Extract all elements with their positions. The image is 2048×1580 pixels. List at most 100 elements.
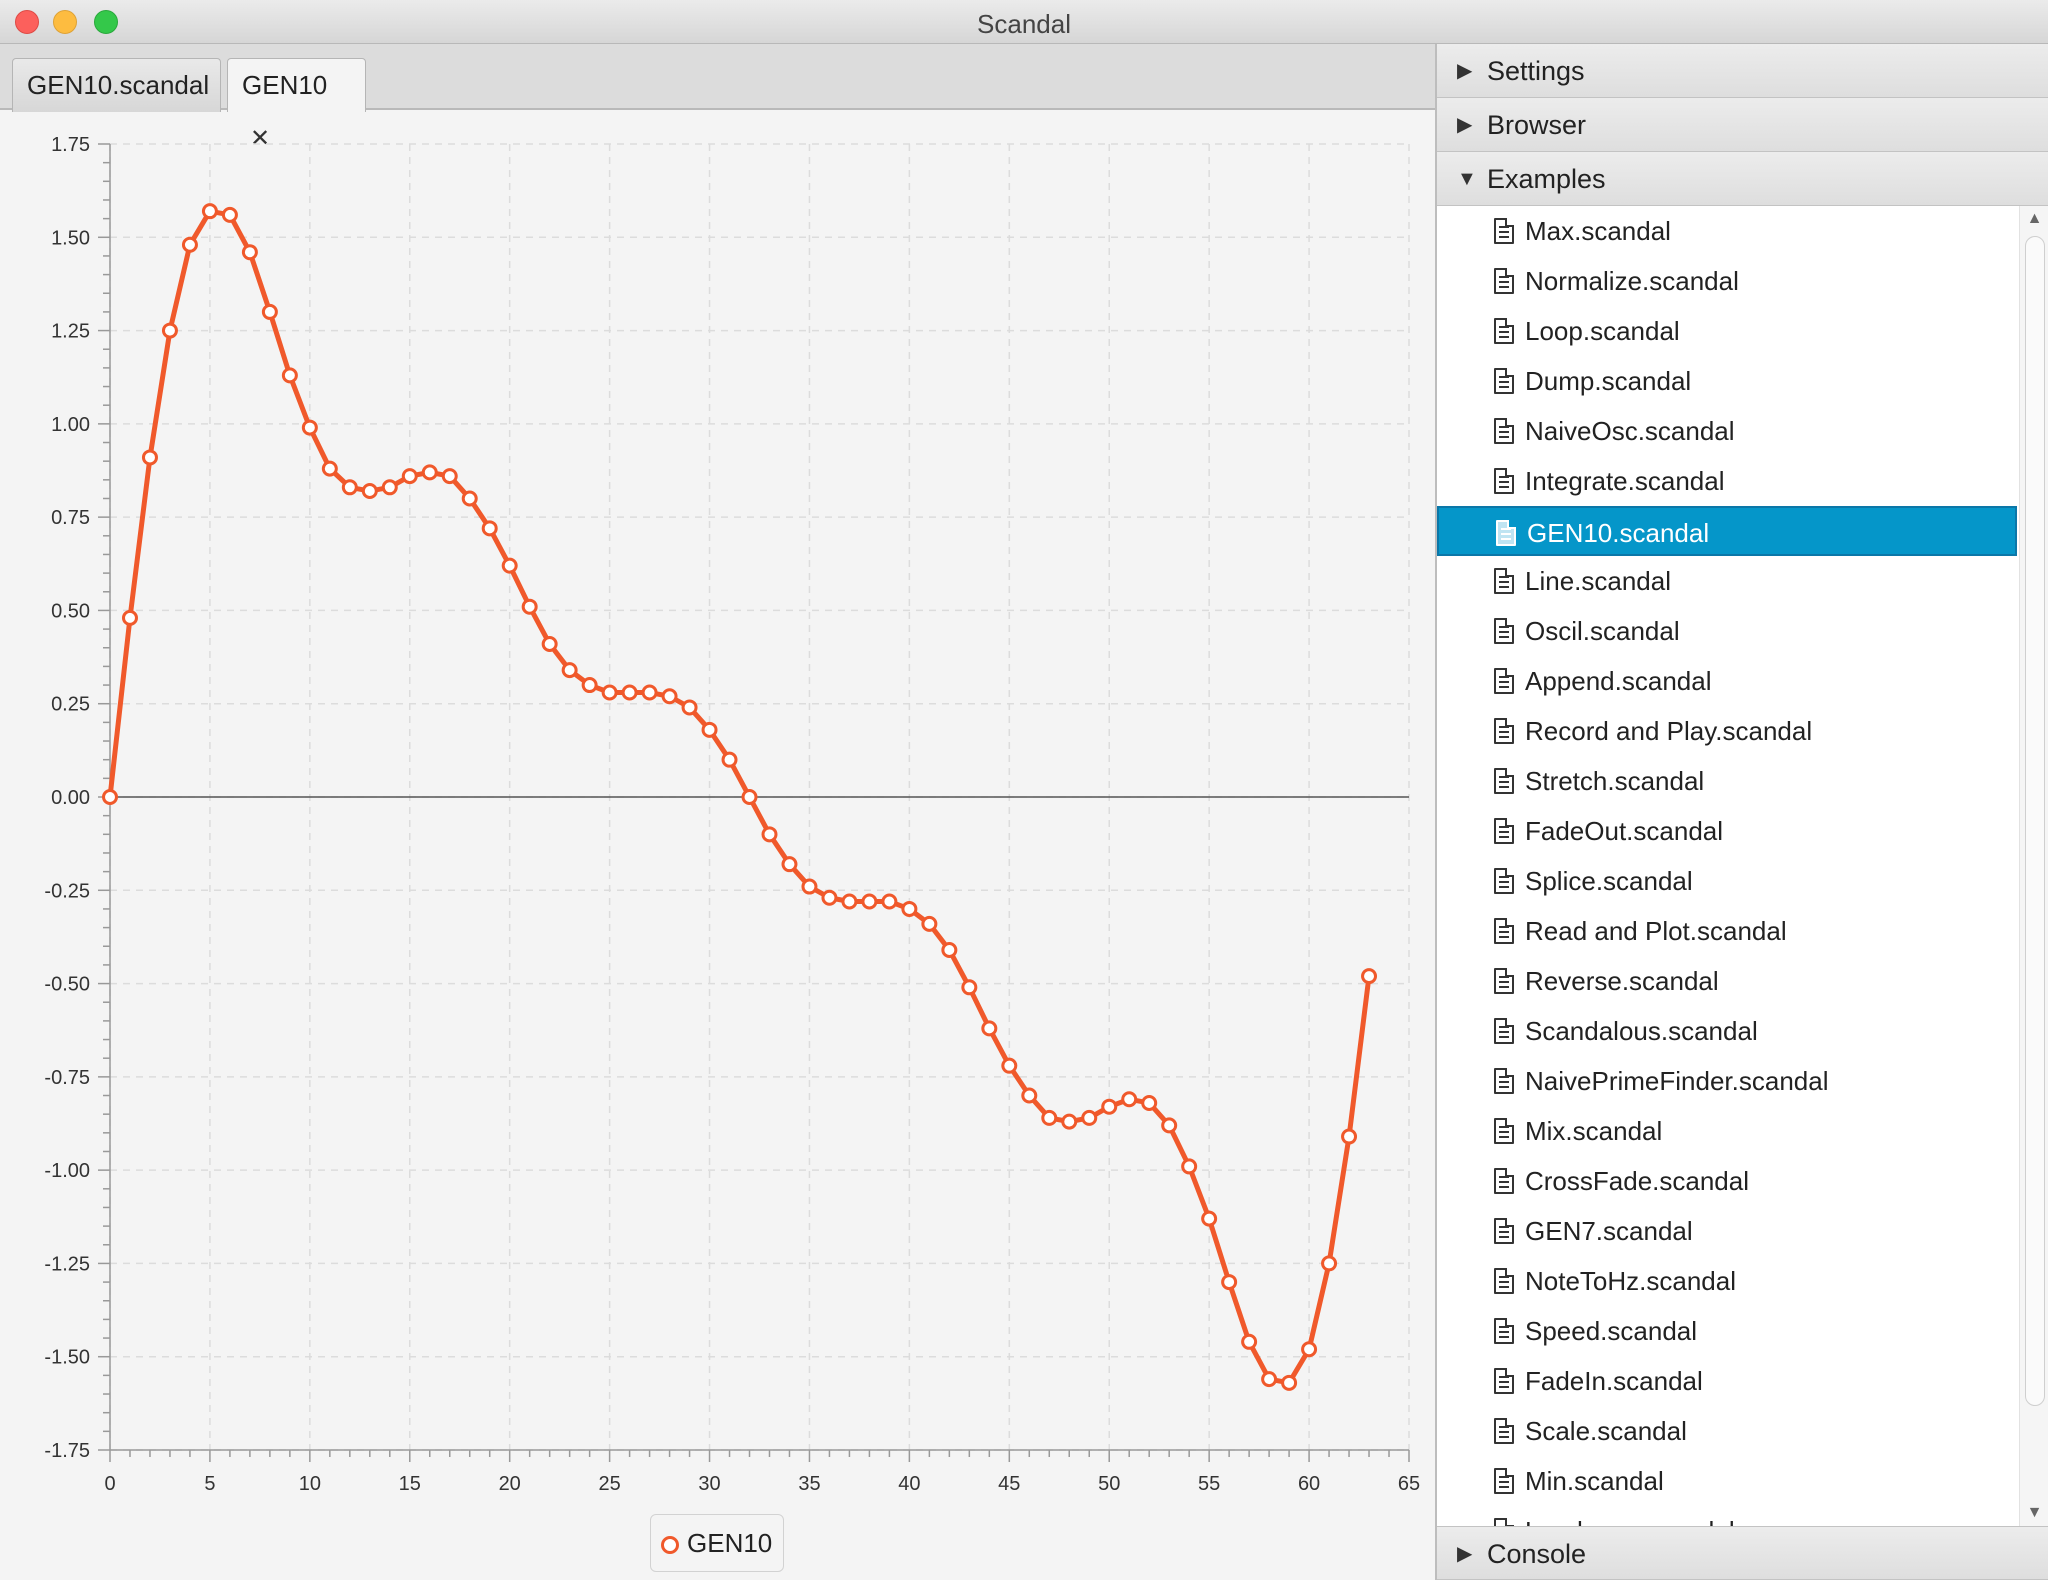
tab-gen10-scandal[interactable]: GEN10.scandal (12, 58, 221, 112)
accordion-console[interactable]: ▶ Console (1437, 1526, 2048, 1580)
data-point (1061, 1113, 1078, 1130)
list-item[interactable]: Record and Play.scandal (1437, 706, 2017, 756)
title-bar: Scandal (0, 0, 2048, 44)
data-point (141, 449, 158, 466)
triangle-right-icon: ▶ (1457, 1543, 1473, 1565)
file-icon (1494, 1168, 1514, 1194)
scroll-down-icon[interactable]: ▼ (2026, 1504, 2043, 1521)
list-item[interactable]: Mix.scandal (1437, 1106, 2017, 1156)
accordion-examples[interactable]: ▼ Examples (1437, 152, 2048, 206)
data-point (1301, 1341, 1318, 1358)
file-icon (1494, 1268, 1514, 1294)
data-point (681, 699, 698, 716)
data-point (941, 941, 958, 958)
accordion-settings[interactable]: ▶ Settings (1437, 44, 2048, 98)
list-item[interactable]: Scale.scandal (1437, 1406, 2017, 1456)
minimize-window-button[interactable] (53, 10, 77, 34)
list-item[interactable]: Min.scandal (1437, 1456, 2017, 1506)
y-tick-label: -0.75 (44, 1067, 90, 1089)
list-item-label: Stretch.scandal (1525, 766, 1705, 796)
split-divider[interactable] (1435, 44, 1437, 1580)
file-icon (1494, 1368, 1514, 1394)
x-tick-label: 25 (598, 1473, 620, 1495)
y-tick-label: 1.50 (51, 227, 90, 249)
data-point (481, 520, 498, 537)
list-item[interactable]: Scandalous.scandal (1437, 1006, 2017, 1056)
file-icon (1494, 1018, 1514, 1044)
scroll-thumb[interactable] (2025, 236, 2045, 1406)
data-point (321, 460, 338, 477)
x-tick-label: 35 (798, 1473, 820, 1495)
list-item[interactable]: Stretch.scandal (1437, 756, 2017, 806)
list-item[interactable]: GEN10.scandal (1437, 506, 2017, 556)
x-tick-label: 15 (399, 1473, 421, 1495)
data-point (1261, 1371, 1278, 1388)
list-item[interactable]: Integrate.scandal (1437, 456, 2017, 506)
file-icon (1494, 918, 1514, 944)
file-icon (1494, 1118, 1514, 1144)
list-item[interactable]: Read and Plot.scandal (1437, 906, 2017, 956)
x-tick-label: 10 (299, 1473, 321, 1495)
tab-gen10-plot[interactable]: GEN10 ✕ (227, 58, 366, 152)
data-point (1101, 1098, 1118, 1115)
close-tab-icon[interactable]: ✕ (250, 125, 271, 152)
list-item[interactable]: FadeOut.scandal (1437, 806, 2017, 856)
list-item[interactable]: FadeIn.scandal (1437, 1356, 2017, 1406)
list-item[interactable]: Dump.scandal (1437, 356, 2017, 406)
data-point (1161, 1117, 1178, 1134)
list-item-label: Scandalous.scandal (1525, 1016, 1758, 1046)
list-item[interactable]: NaivePrimeFinder.scandal (1437, 1056, 2017, 1106)
file-icon (1494, 968, 1514, 994)
examples-list: Max.scandal Normalize.scandal Loop.scandal… (1437, 206, 2048, 1526)
list-item[interactable]: Speed.scandal (1437, 1306, 2017, 1356)
data-point (241, 244, 258, 261)
sidebar: ▶ Settings ▶ Browser ▼ Examples Max.scan… (1437, 44, 2048, 1580)
list-item[interactable]: Max.scandal (1437, 206, 2017, 256)
data-point (1341, 1128, 1358, 1145)
accordion-browser[interactable]: ▶ Browser (1437, 98, 2048, 152)
file-icon (1494, 1218, 1514, 1244)
data-point (861, 893, 878, 910)
list-item-label: NaiveOsc.scandal (1525, 416, 1735, 446)
list-item[interactable]: CrossFade.scandal (1437, 1156, 2017, 1206)
data-point (381, 479, 398, 496)
list-item[interactable]: Line.scandal (1437, 556, 2017, 606)
data-point (1281, 1374, 1298, 1391)
data-point (561, 662, 578, 679)
list-item[interactable]: NaiveOsc.scandal (1437, 406, 2017, 456)
legend-label: GEN10 (687, 1528, 773, 1558)
data-point (1181, 1158, 1198, 1175)
line-chart: 0 5 10 15 20 25 30 35 40 45 50 55 60 65 1.75 1.50 1.25 1.… (0, 112, 1435, 1580)
data-point (801, 878, 818, 895)
file-icon (1494, 318, 1514, 344)
list-item-label: Integrate.scandal (1525, 466, 1725, 496)
file-icon (1494, 718, 1514, 744)
data-point (341, 479, 358, 496)
data-point (161, 322, 178, 339)
file-icon (1494, 218, 1514, 244)
list-item-label: NoteToHz.scandal (1525, 1266, 1736, 1296)
list-item[interactable]: Append.scandal (1437, 656, 2017, 706)
list-item[interactable]: Reverse.scandal (1437, 956, 2017, 1006)
close-window-button[interactable] (15, 10, 39, 34)
data-point (181, 236, 198, 253)
maximize-window-button[interactable] (94, 10, 118, 34)
list-item[interactable]: Loop.scandal (1437, 306, 2017, 356)
list-item[interactable]: Oscil.scandal (1437, 606, 2017, 656)
y-tick-label: 0.50 (51, 600, 90, 622)
editor-pane: GEN10.scandal GEN10 ✕ 0 5 10 15 20 25 30 35 40 45 5… (0, 44, 1435, 1580)
data-point (221, 206, 238, 223)
examples-scrollbar[interactable]: ▲ ▼ (2019, 206, 2048, 1526)
data-point (541, 636, 558, 653)
list-item[interactable]: NoteToHz.scandal (1437, 1256, 2017, 1306)
list-item[interactable]: GEN7.scandal (1437, 1206, 2017, 1256)
file-icon (1494, 768, 1514, 794)
list-item[interactable]: Normalize.scandal (1437, 256, 2017, 306)
x-tick-label: 50 (1098, 1473, 1120, 1495)
list-item-label: FadeOut.scandal (1525, 816, 1724, 846)
y-tick-label: -1.00 (44, 1160, 90, 1182)
list-item[interactable]: Loudness.scandal (1437, 1506, 2017, 1526)
data-point (461, 490, 478, 507)
scroll-up-icon[interactable]: ▲ (2026, 210, 2043, 227)
list-item[interactable]: Splice.scandal (1437, 856, 2017, 906)
